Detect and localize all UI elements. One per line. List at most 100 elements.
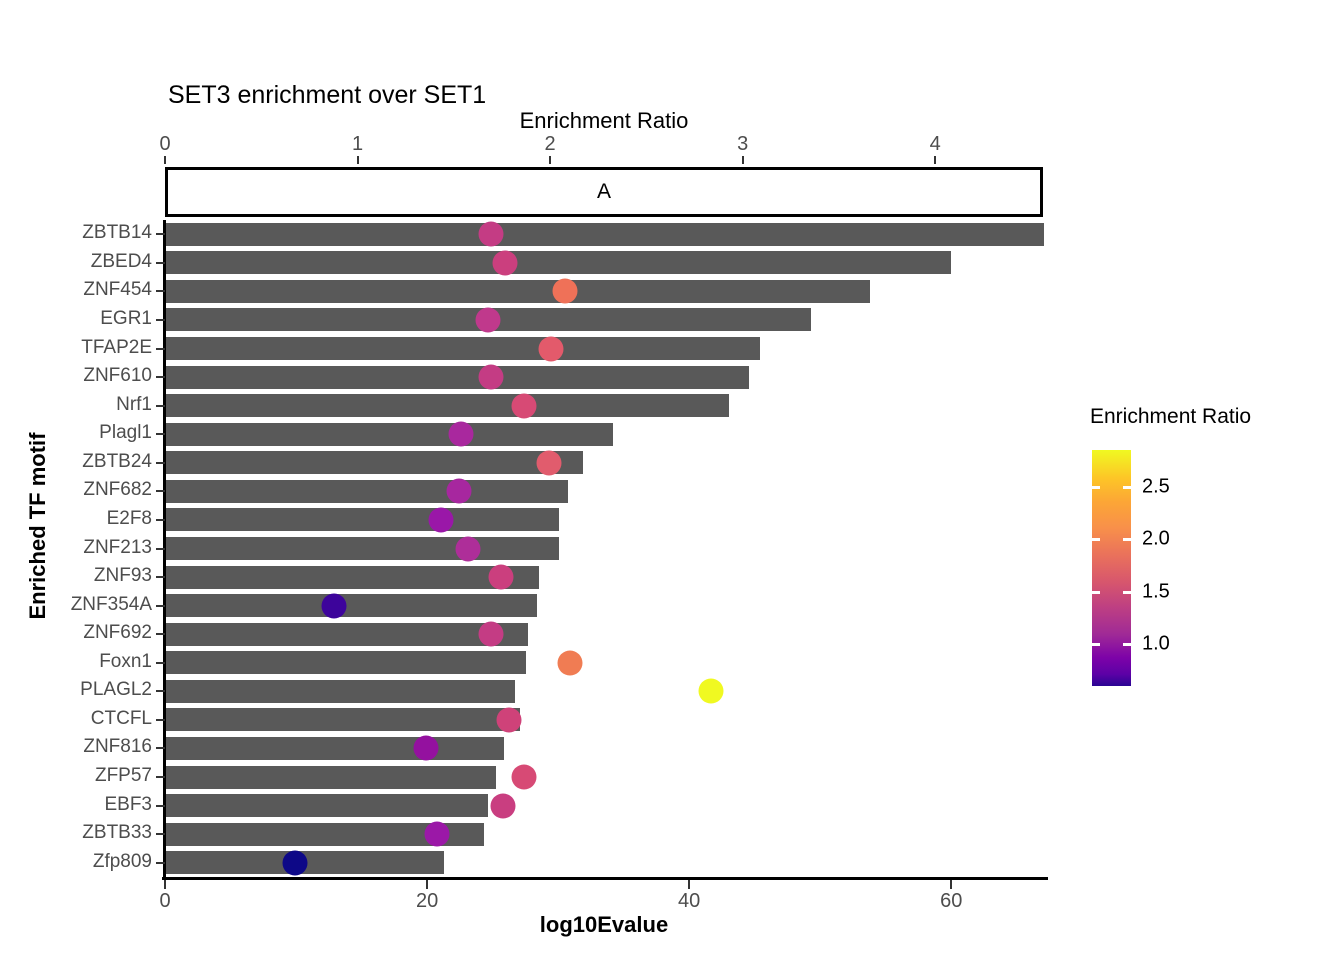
y-tick-label-foxn1: Foxn1 bbox=[99, 650, 152, 672]
point-zbtb24 bbox=[536, 450, 562, 476]
bottom-tick-label-40: 40 bbox=[678, 890, 701, 912]
point-egr1 bbox=[475, 307, 501, 333]
y-tick-mark bbox=[156, 461, 165, 464]
y-tick-mark bbox=[156, 233, 165, 236]
point-zfp57 bbox=[511, 764, 537, 790]
bar-zbtb24 bbox=[166, 451, 583, 475]
bar-zbtb33 bbox=[166, 822, 485, 846]
y-tick-mark bbox=[156, 433, 165, 436]
point-plagl1 bbox=[448, 421, 474, 447]
y-axis-title: Enriched TF motif bbox=[25, 432, 50, 620]
bottom-axis-title: log10Evalue bbox=[539, 912, 669, 937]
y-tick-label-zbed4: ZBED4 bbox=[90, 250, 152, 272]
facet-strip: A bbox=[165, 167, 1043, 217]
y-tick-label-e2f8: E2F8 bbox=[106, 507, 152, 529]
facet-strip-label: A bbox=[596, 180, 611, 203]
point-znf692 bbox=[478, 621, 504, 647]
legend-tick-label-1.5: 1.5 bbox=[1142, 580, 1170, 603]
y-tick-mark bbox=[156, 318, 165, 321]
y-tick-mark bbox=[156, 490, 165, 493]
bar-znf682 bbox=[166, 479, 569, 503]
legend-tick-mark bbox=[1092, 590, 1100, 594]
y-tick-label-znf692: ZNF692 bbox=[83, 622, 152, 644]
y-tick-label-nrf1: Nrf1 bbox=[116, 393, 152, 415]
y-tick-mark bbox=[156, 861, 165, 864]
bar-znf610 bbox=[166, 365, 750, 389]
y-tick-mark bbox=[156, 347, 165, 350]
y-tick-mark bbox=[156, 290, 165, 293]
y-tick-mark bbox=[156, 833, 165, 836]
point-znf354a bbox=[321, 593, 346, 619]
y-tick-label-zbtb14: ZBTB14 bbox=[82, 222, 152, 244]
bottom-tick-mark bbox=[426, 880, 429, 889]
y-tick-label-egr1: EGR1 bbox=[100, 307, 152, 329]
bar-znf454 bbox=[166, 279, 870, 303]
y-tick-label-ebf3: EBF3 bbox=[104, 793, 152, 815]
y-tick-mark bbox=[156, 261, 165, 264]
point-zfp809 bbox=[282, 850, 308, 876]
legend-tick-mark bbox=[1123, 538, 1131, 542]
top-tick-label-3: 3 bbox=[737, 133, 749, 155]
y-tick-label-plagl1: Plagl1 bbox=[99, 422, 152, 444]
y-tick-mark bbox=[156, 604, 165, 607]
legend-tick-label-1.0: 1.0 bbox=[1142, 632, 1170, 655]
y-tick-mark bbox=[156, 404, 165, 407]
y-tick-label-znf93: ZNF93 bbox=[93, 565, 152, 587]
point-znf454 bbox=[552, 278, 578, 304]
chart-title-line-1: SET3 enrichment over SET1 bbox=[168, 81, 487, 109]
y-tick-mark bbox=[156, 661, 165, 664]
y-tick-label-ctcfl: CTCFL bbox=[90, 707, 152, 729]
y-tick-mark bbox=[156, 690, 165, 693]
top-axis-title: Enrichment Ratio bbox=[519, 108, 689, 133]
y-tick-mark bbox=[156, 776, 165, 779]
y-tick-mark bbox=[156, 633, 165, 636]
top-tick-label-0: 0 bbox=[159, 133, 171, 155]
legend-tick-mark bbox=[1092, 538, 1100, 542]
point-plagl2 bbox=[698, 678, 724, 704]
bar-zbed4 bbox=[166, 251, 951, 275]
point-nrf1 bbox=[511, 393, 537, 419]
point-tfap2e bbox=[538, 336, 564, 362]
y-tick-label-zbtb24: ZBTB24 bbox=[82, 450, 152, 472]
plot-panel bbox=[166, 220, 1044, 877]
y-tick-mark bbox=[156, 718, 165, 721]
y-tick-label-znf682: ZNF682 bbox=[83, 479, 152, 501]
y-tick-label-znf354a: ZNF354A bbox=[70, 593, 152, 615]
legend-tick-mark bbox=[1123, 485, 1131, 489]
bottom-tick-label-20: 20 bbox=[415, 890, 439, 912]
top-tick-mark bbox=[164, 156, 166, 164]
point-zbtb33 bbox=[424, 821, 450, 847]
point-znf610 bbox=[478, 364, 504, 390]
bar-plagl2 bbox=[166, 679, 515, 703]
bar-znf692 bbox=[166, 622, 528, 646]
top-tick-mark bbox=[356, 156, 359, 164]
y-tick-mark bbox=[156, 547, 165, 550]
bar-tfap2e bbox=[166, 337, 760, 361]
top-tick-label-2: 2 bbox=[544, 133, 556, 155]
point-ctcfl bbox=[496, 707, 522, 733]
bar-nrf1 bbox=[166, 394, 730, 418]
point-foxn1 bbox=[557, 650, 583, 676]
point-zbtb14 bbox=[478, 221, 504, 247]
y-tick-label-znf816: ZNF816 bbox=[83, 736, 152, 758]
point-znf682 bbox=[446, 478, 472, 504]
legend-tick-label-2.5: 2.5 bbox=[1142, 475, 1170, 498]
x-axis-line bbox=[162, 877, 1048, 880]
point-znf213 bbox=[455, 536, 481, 561]
bar-e2f8 bbox=[166, 508, 560, 532]
bottom-tick-label-0: 0 bbox=[159, 890, 171, 912]
legend-colorbar bbox=[1092, 450, 1131, 686]
y-tick-mark bbox=[156, 518, 165, 521]
legend-tick-mark bbox=[1123, 643, 1131, 647]
bar-znf816 bbox=[166, 736, 505, 760]
legend-title: Enrichment Ratio bbox=[1090, 405, 1252, 428]
top-tick-label-1: 1 bbox=[351, 133, 364, 155]
bottom-tick-mark bbox=[164, 880, 166, 889]
y-tick-label-plagl2: PLAGL2 bbox=[80, 679, 152, 701]
y-tick-label-znf454: ZNF454 bbox=[83, 279, 152, 301]
legend-tick-mark bbox=[1123, 590, 1131, 594]
y-tick-label-zfp57: ZFP57 bbox=[94, 765, 152, 787]
legend-tick-mark bbox=[1092, 485, 1100, 489]
bar-ctcfl bbox=[166, 708, 520, 732]
